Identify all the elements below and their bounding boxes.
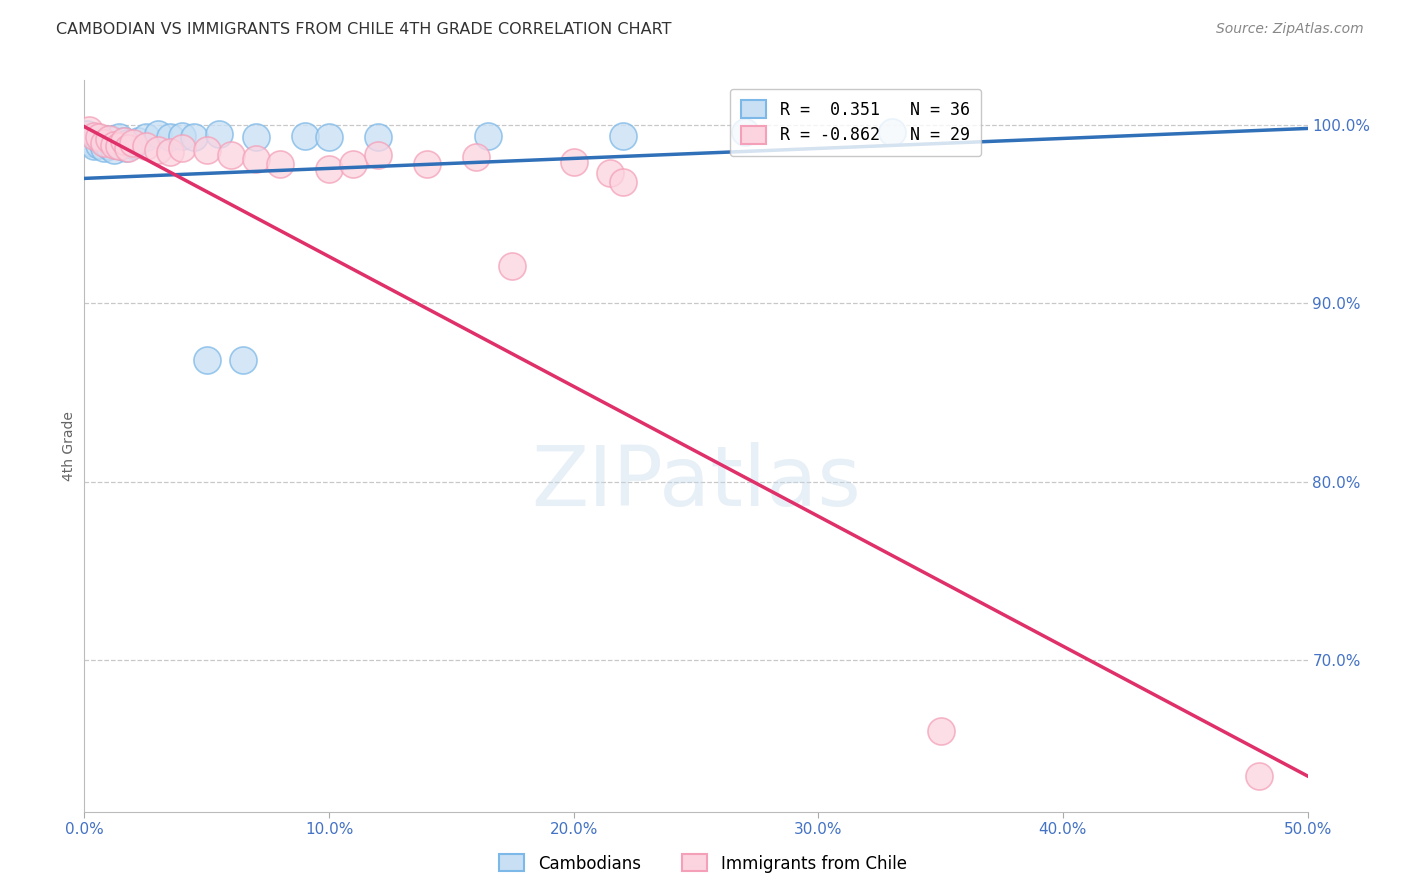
Point <box>501 259 523 273</box>
Point <box>172 128 194 143</box>
Point <box>80 136 103 150</box>
Point <box>342 157 364 171</box>
Point <box>93 141 115 155</box>
Point <box>135 139 157 153</box>
Point <box>195 143 218 157</box>
Point <box>245 152 267 166</box>
Point <box>612 175 634 189</box>
Y-axis label: 4th Grade: 4th Grade <box>62 411 76 481</box>
Point <box>599 166 621 180</box>
Point <box>83 139 105 153</box>
Point <box>416 157 439 171</box>
Point <box>103 143 125 157</box>
Point <box>77 132 100 146</box>
Point <box>318 130 340 145</box>
Point <box>112 134 135 148</box>
Point <box>880 125 903 139</box>
Point <box>367 148 389 162</box>
Legend: Cambodians, Immigrants from Chile: Cambodians, Immigrants from Chile <box>492 847 914 880</box>
Point <box>195 353 218 368</box>
Point <box>115 141 138 155</box>
Point <box>562 155 585 169</box>
Point <box>93 136 115 150</box>
Point <box>929 724 952 739</box>
Point <box>90 134 112 148</box>
Point <box>146 143 169 157</box>
Point <box>96 136 118 150</box>
Point <box>107 130 129 145</box>
Legend: R =  0.351   N = 36, R = -0.862   N = 29: R = 0.351 N = 36, R = -0.862 N = 29 <box>730 88 981 156</box>
Point <box>97 132 120 146</box>
Point <box>110 139 132 153</box>
Point <box>159 145 181 159</box>
Point <box>208 127 231 141</box>
Point <box>76 127 98 141</box>
Point <box>477 128 499 143</box>
Point <box>77 123 100 137</box>
Text: CAMBODIAN VS IMMIGRANTS FROM CHILE 4TH GRADE CORRELATION CHART: CAMBODIAN VS IMMIGRANTS FROM CHILE 4TH G… <box>56 22 672 37</box>
Point <box>86 130 108 145</box>
Point <box>112 134 135 148</box>
Point <box>294 128 316 143</box>
Point <box>100 132 122 146</box>
Point <box>172 141 194 155</box>
Point <box>127 134 149 148</box>
Point <box>367 130 389 145</box>
Point <box>122 137 145 152</box>
Point <box>117 141 139 155</box>
Text: Source: ZipAtlas.com: Source: ZipAtlas.com <box>1216 22 1364 37</box>
Point <box>318 162 340 177</box>
Point <box>245 130 267 145</box>
Point <box>107 139 129 153</box>
Point <box>464 150 486 164</box>
Point <box>103 137 125 152</box>
Point <box>105 137 128 152</box>
Point <box>87 130 110 145</box>
Point <box>232 353 254 368</box>
Text: ZIPatlas: ZIPatlas <box>531 442 860 523</box>
Point <box>269 157 291 171</box>
Point <box>97 139 120 153</box>
Point <box>135 130 157 145</box>
Point <box>1247 769 1270 783</box>
Point <box>183 130 205 145</box>
Point <box>83 128 105 143</box>
Point <box>219 148 242 162</box>
Point <box>612 128 634 143</box>
Point <box>87 137 110 152</box>
Point <box>117 136 139 150</box>
Point <box>122 136 145 150</box>
Point <box>159 130 181 145</box>
Point <box>146 127 169 141</box>
Point <box>734 125 756 139</box>
